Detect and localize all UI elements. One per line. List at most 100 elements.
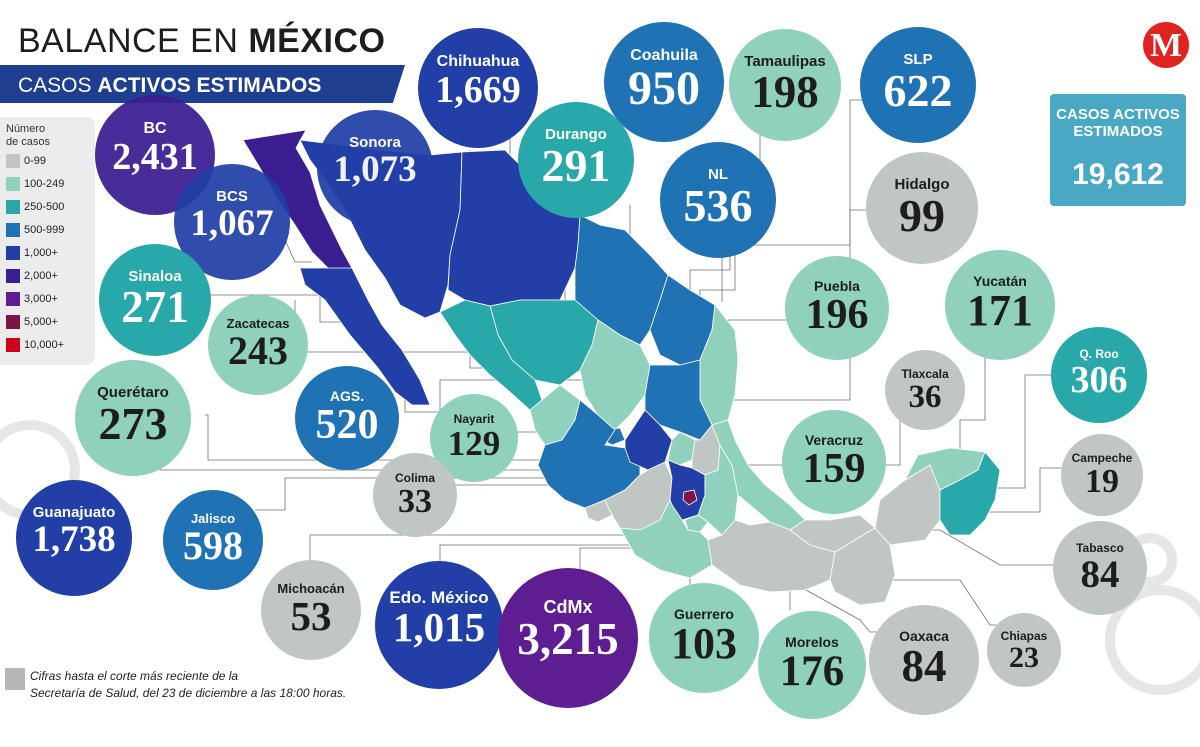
legend-swatch (6, 200, 20, 214)
state-shape-bcs[interactable] (299, 267, 431, 406)
state-bubble-hidalgo[interactable]: Hidalgo 99 (866, 152, 978, 264)
state-bubble-cdmx[interactable]: CdMx 3,215 (498, 568, 638, 708)
legend-swatch (6, 269, 20, 283)
state-value: 53 (290, 593, 332, 639)
note-line1: Cifras hasta el corte más reciente de la (30, 669, 239, 683)
state-name: Querétaro (97, 384, 169, 401)
state-bubble-durango[interactable]: Durango 291 (518, 102, 634, 218)
state-value: 99 (899, 190, 945, 241)
legend-label: 100-249 (24, 177, 65, 190)
state-bubble-veracruz[interactable]: Veracruz 159 (782, 410, 886, 514)
state-bubble-quer-taro[interactable]: Querétaro 273 (75, 360, 191, 476)
state-bubble-michoac-n[interactable]: Michoacán 53 (261, 560, 361, 660)
state-name: Chiapas (1000, 629, 1048, 643)
state-bubble-bc[interactable]: BC 2,431 (95, 95, 215, 215)
state-value: 3,215 (517, 614, 619, 664)
state-shape-colima[interactable] (584, 499, 613, 523)
legend-label: 500-999 (24, 223, 65, 236)
state-name: Tamaulipas (744, 53, 826, 70)
state-bubble-jalisco[interactable]: Jalisco 598 (163, 490, 263, 590)
state-bubble-coahuila[interactable]: Coahuila 950 (604, 22, 724, 142)
states-layer (242, 129, 1001, 606)
state-bubble-guerrero[interactable]: Guerrero 103 (649, 583, 759, 693)
legend-label: 2,000+ (24, 269, 58, 282)
state-bubble-morelos[interactable]: Morelos 176 (758, 611, 866, 719)
state-value: 291 (541, 140, 611, 191)
state-bubble-q-roo[interactable]: Q. Roo 306 (1051, 327, 1147, 423)
state-name: Colima (394, 471, 435, 485)
legend-swatch (6, 223, 20, 237)
state-bubble-zacatecas[interactable]: Zacatecas 243 (208, 295, 308, 395)
state-bubble-guanajuato[interactable]: Guanajuato 1,738 (16, 480, 132, 596)
state-value: 1,073 (333, 149, 417, 190)
title-prefix: BALANCE EN (18, 22, 249, 60)
legend-item: 2,000+ (6, 269, 58, 285)
state-shape-chiapas[interactable] (829, 527, 896, 606)
state-shape-guerrero[interactable] (619, 499, 713, 579)
state-name: Sinaloa (128, 268, 182, 285)
state-bubble-tamaulipas[interactable]: Tamaulipas 198 (729, 29, 841, 141)
state-name: Guanajuato (32, 504, 116, 521)
page-subtitle: CASOS ACTIVOS ESTIMADOS (18, 74, 321, 98)
state-bubble-tabasco[interactable]: Tabasco 84 (1053, 521, 1147, 615)
state-name: Q. Roo (1079, 347, 1119, 361)
state-bubble-puebla[interactable]: Puebla 196 (785, 256, 889, 360)
state-name: Hidalgo (894, 176, 950, 193)
state-shape-coahuila[interactable] (574, 214, 669, 346)
state-value: 176 (779, 648, 845, 695)
state-bubble-oaxaca[interactable]: Oaxaca 84 (869, 605, 979, 715)
subtitle-bar (0, 65, 405, 103)
state-shape-queretaro[interactable] (667, 431, 696, 466)
state-bubble-colima[interactable]: Colima 33 (373, 453, 457, 537)
state-bubble-nl[interactable]: NL 536 (660, 142, 776, 258)
state-value: 23 (1009, 641, 1039, 674)
state-name: AGS. (329, 388, 365, 404)
state-shape-morelos[interactable] (684, 514, 709, 533)
legend-item: 100-249 (6, 177, 64, 193)
state-bubble-yucat-n[interactable]: Yucatán 171 (945, 250, 1055, 360)
state-value: 1,738 (32, 519, 116, 560)
state-value: 271 (121, 282, 189, 332)
state-bubble-slp[interactable]: SLP 622 (860, 27, 976, 143)
state-shape-zacatecas[interactable] (579, 319, 651, 431)
total-label-line1: CASOS ACTIVOS (1056, 106, 1180, 123)
legend-item: 10,000+ (6, 338, 64, 354)
state-bubble-chiapas[interactable]: Chiapas 23 (987, 613, 1061, 687)
state-name: SLP (903, 51, 933, 68)
state-name: Nayarit (453, 412, 495, 426)
legend: Número de casos 0-99 100-249 250-500 500-99… (0, 117, 95, 365)
state-bubble-campeche[interactable]: Campeche 19 (1061, 434, 1143, 516)
state-value: 520 (315, 402, 379, 448)
milenio-logo: M (1143, 22, 1189, 68)
state-name: Puebla (814, 278, 860, 294)
legend-item: 500-999 (6, 223, 64, 239)
legend-item: 3,000+ (6, 292, 58, 308)
state-bubble-sinaloa[interactable]: Sinaloa 271 (99, 244, 211, 356)
state-value: 129 (447, 424, 501, 463)
state-bubble-edo-m-xico[interactable]: Edo. México 1,015 (375, 561, 503, 689)
legend-label: 1,000+ (24, 246, 58, 259)
state-name: Morelos (785, 634, 839, 650)
state-bubble-tlaxcala[interactable]: Tlaxcala 36 (885, 350, 965, 430)
total-box: CASOS ACTIVOS ESTIMADOS 19,612 (1050, 94, 1186, 206)
state-value: 273 (98, 398, 168, 449)
state-value: 622 (883, 65, 953, 116)
state-value: 159 (802, 446, 866, 492)
state-name: Durango (545, 126, 607, 143)
state-bubble-chihuahua[interactable]: Chihuahua 1,669 (418, 28, 538, 148)
state-name: Michoacán (277, 581, 345, 596)
legend-item: 5,000+ (6, 315, 58, 331)
legend-item: 0-99 (6, 154, 46, 170)
state-name: Tabasco (1076, 541, 1124, 555)
subtitle-bold: ACTIVOS ESTIMADOS (97, 74, 322, 97)
legend-label: 5,000+ (24, 315, 58, 328)
state-bubble-ags[interactable]: AGS. 520 (295, 366, 399, 470)
state-shape-qroo[interactable] (939, 451, 1001, 536)
legend-swatch (6, 246, 20, 260)
state-value: 36 (908, 379, 942, 415)
state-value: 243 (228, 328, 288, 373)
state-name: Guerrero (674, 606, 734, 622)
state-bubble-sonora[interactable]: Sonora 1,073 (317, 110, 433, 226)
state-shape-cdmx[interactable] (682, 489, 698, 506)
state-name: Zacatecas (226, 316, 290, 331)
